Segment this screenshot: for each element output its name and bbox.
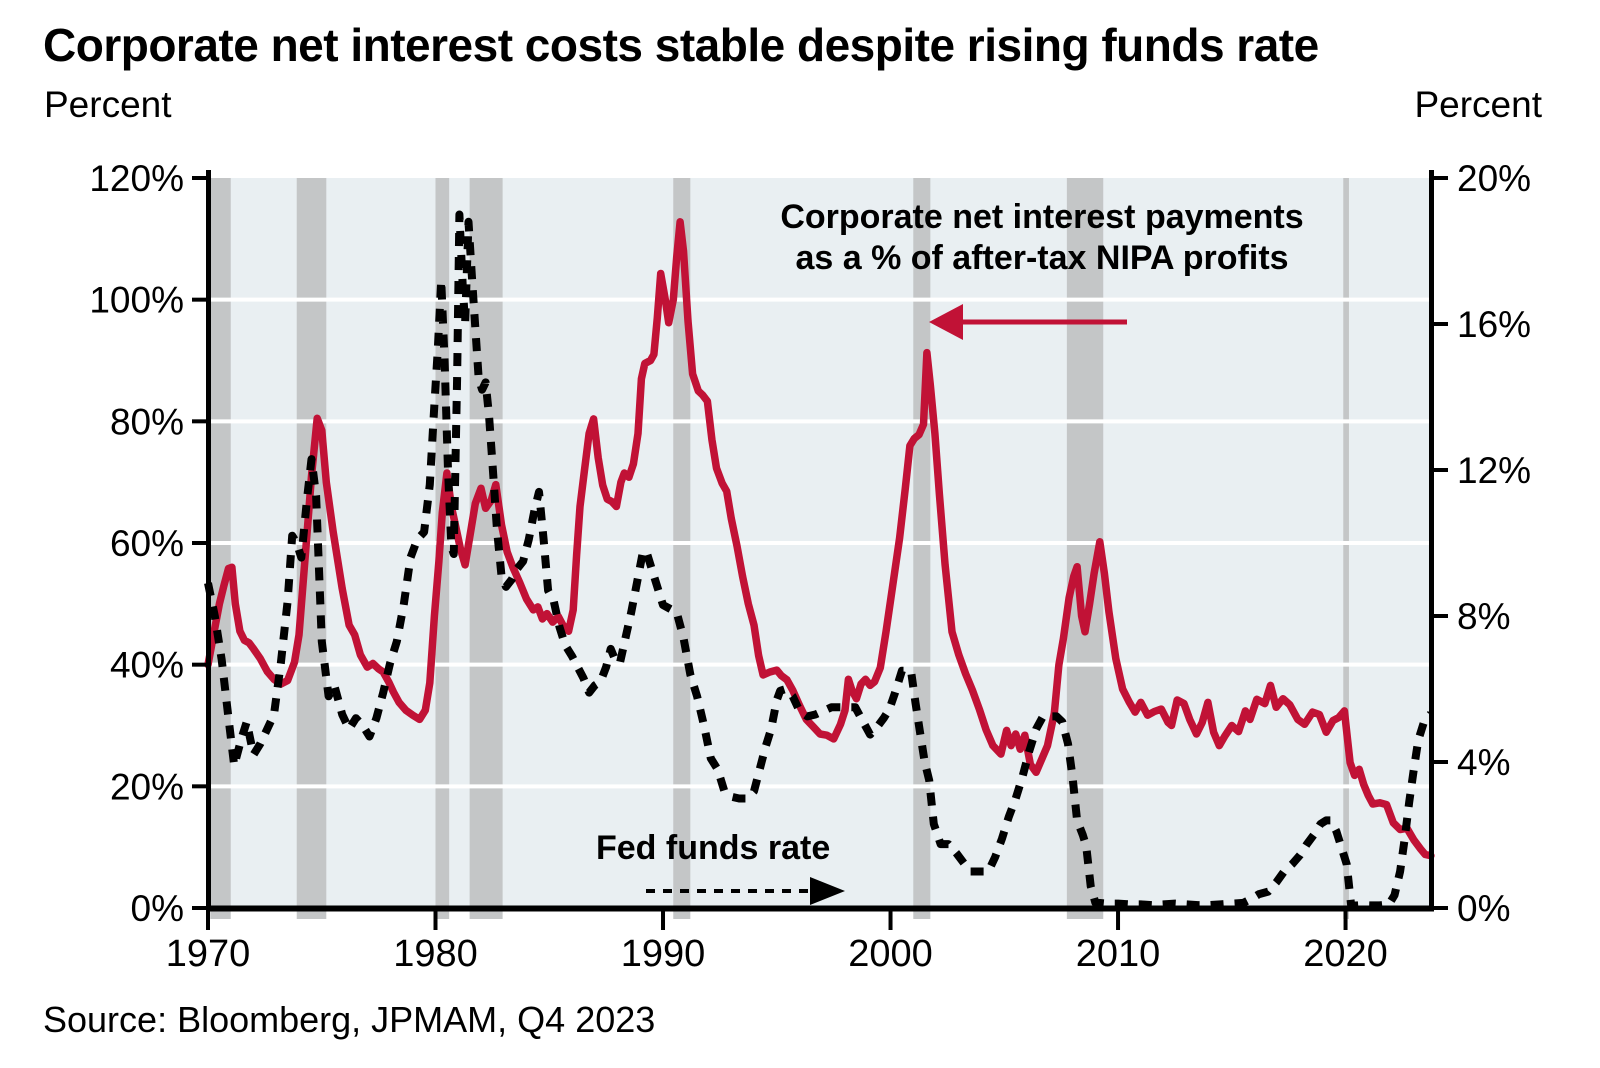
net-interest-line	[204, 218, 1435, 860]
left-axis-tick-label: 100%	[89, 280, 184, 321]
x-axis-tick-label: 1990	[621, 933, 706, 975]
right-axis-tick-label: 16%	[1457, 304, 1531, 345]
x-axis-tick-label: 1970	[166, 933, 251, 975]
right-axis-tick-label: 8%	[1457, 596, 1510, 637]
x-axis-tick-label: 2010	[1076, 933, 1161, 975]
right-axis-tick-label: 20%	[1457, 158, 1531, 199]
chart-title: Corporate net interest costs stable desp…	[43, 19, 1319, 71]
data-series	[204, 210, 1435, 910]
right-axis-tick-label: 12%	[1457, 450, 1531, 491]
source-attribution: Source: Bloomberg, JPMAM, Q4 2023	[43, 999, 656, 1040]
right-axis-tick-label: 0%	[1457, 888, 1510, 929]
recession-band	[1343, 178, 1349, 919]
annotation-arrows	[646, 304, 1127, 905]
tick-labels: 0% 20% 40% 60% 80% 100% 120% 0% 4% 8% 12% 16% 20% 197…	[89, 158, 1531, 975]
left-axis-tick-label: 40%	[110, 645, 184, 686]
left-axis-tick-label: 60%	[110, 523, 184, 564]
left-axis-tick-label: 0%	[131, 888, 184, 929]
gridlines	[208, 297, 1432, 789]
x-axis-tick-label: 2020	[1303, 933, 1388, 975]
x-axis-tick-label: 2000	[848, 933, 933, 975]
right-axis-tick-label: 4%	[1457, 742, 1510, 783]
red-annotation-arrow-head	[929, 304, 963, 340]
red-series-annotation: Corporate net interest payments as a % o…	[780, 197, 1303, 280]
left-axis-tick-label: 120%	[89, 158, 184, 199]
x-axis-tick-label: 1980	[393, 933, 478, 975]
recession-band	[673, 178, 691, 919]
recession-band	[913, 178, 931, 919]
red-series-annotation-line2: as a % of after-tax NIPA profits	[795, 239, 1289, 278]
fed-funds-line	[204, 210, 1434, 910]
left-axis-tick-label: 20%	[110, 766, 184, 807]
right-axis-unit-label: Percent	[1414, 84, 1542, 125]
recession-band	[210, 178, 231, 919]
fed-funds-annotation: Fed funds rate	[596, 829, 831, 867]
left-axis-tick-label: 80%	[110, 401, 184, 442]
left-axis-unit-label: Percent	[44, 84, 172, 125]
fed-funds-arrow-head	[810, 877, 845, 905]
axes-and-ticks	[192, 170, 1448, 930]
red-series-annotation-line1: Corporate net interest payments	[780, 198, 1304, 236]
